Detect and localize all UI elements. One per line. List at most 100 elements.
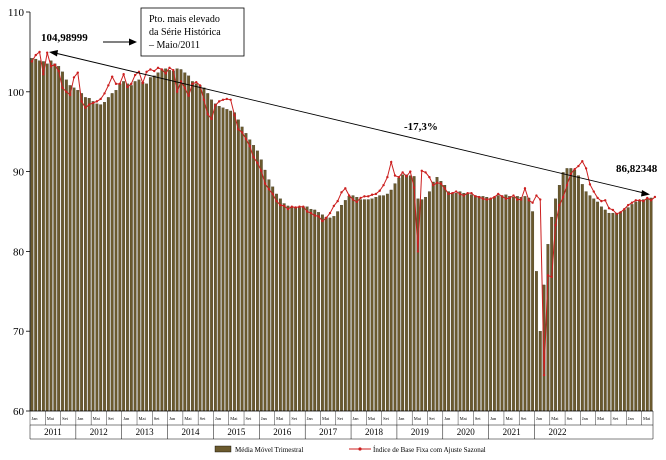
bar bbox=[615, 212, 619, 412]
line-point bbox=[72, 76, 76, 79]
bar bbox=[343, 200, 347, 412]
bar bbox=[515, 196, 519, 412]
month-label: Jan bbox=[490, 416, 497, 421]
line-point bbox=[493, 195, 496, 199]
bar bbox=[485, 197, 489, 412]
bar bbox=[538, 331, 542, 412]
bar bbox=[114, 90, 118, 412]
month-label: Jan bbox=[32, 416, 39, 421]
line-point bbox=[363, 195, 366, 198]
month-label: Mai bbox=[184, 416, 192, 421]
line-point bbox=[416, 250, 420, 253]
last-value-label: 86,82348 bbox=[616, 163, 658, 175]
line-point bbox=[179, 80, 183, 83]
legend-bar-label: Média Móvel Trimestral bbox=[235, 446, 303, 454]
bar bbox=[481, 196, 485, 412]
bar bbox=[439, 181, 443, 412]
line-point bbox=[474, 195, 477, 198]
line-point bbox=[443, 187, 446, 190]
year-label: 2019 bbox=[411, 427, 430, 437]
peak-callout-line-1: Pto. mais elevado bbox=[149, 14, 220, 25]
bar bbox=[492, 197, 496, 412]
line-point bbox=[393, 174, 397, 177]
line-point bbox=[611, 208, 615, 212]
month-label: Set bbox=[200, 416, 207, 421]
line-point bbox=[344, 187, 347, 190]
line-point bbox=[61, 86, 64, 90]
line-point bbox=[298, 205, 301, 208]
bar bbox=[577, 175, 580, 412]
bar bbox=[64, 79, 68, 412]
month-label: Set bbox=[383, 416, 390, 421]
line-point bbox=[214, 104, 217, 107]
bar bbox=[122, 81, 126, 412]
bar bbox=[535, 271, 538, 412]
y-tick-label: 110 bbox=[8, 7, 25, 19]
line-point bbox=[424, 171, 427, 174]
bar bbox=[206, 93, 210, 412]
bar bbox=[385, 193, 389, 412]
bar bbox=[531, 211, 535, 412]
bar bbox=[489, 198, 492, 412]
peak-callout-arrowhead bbox=[129, 38, 137, 46]
month-label: Set bbox=[62, 416, 69, 421]
year-label: 2011 bbox=[44, 427, 62, 437]
line-point bbox=[409, 170, 412, 173]
line-point bbox=[604, 199, 607, 202]
line-point bbox=[477, 195, 481, 199]
line-point bbox=[405, 175, 408, 178]
bar bbox=[408, 175, 412, 412]
line-point bbox=[481, 197, 485, 200]
line-point bbox=[519, 198, 523, 201]
bar bbox=[359, 199, 363, 412]
month-label: Jan bbox=[169, 416, 176, 421]
line-point bbox=[225, 97, 229, 101]
bar bbox=[424, 197, 428, 412]
month-label: Mai bbox=[597, 416, 605, 421]
bar bbox=[320, 214, 324, 412]
line-point bbox=[38, 50, 41, 54]
bar bbox=[622, 209, 626, 412]
bar bbox=[240, 126, 244, 412]
bar bbox=[87, 98, 91, 412]
line-point bbox=[175, 90, 179, 94]
line-point bbox=[49, 65, 53, 68]
line-point bbox=[351, 198, 355, 201]
year-label: 2018 bbox=[365, 427, 384, 437]
bar bbox=[61, 71, 64, 412]
bar bbox=[557, 185, 561, 412]
line-point bbox=[149, 68, 152, 71]
line-point bbox=[30, 60, 34, 63]
y-tick-label: 60 bbox=[13, 406, 25, 418]
month-label: Jan bbox=[77, 416, 84, 421]
bar bbox=[420, 199, 424, 412]
line-point bbox=[233, 113, 236, 117]
bar bbox=[148, 77, 152, 412]
bar bbox=[504, 194, 508, 412]
month-label: Mai bbox=[414, 416, 422, 421]
line-point bbox=[649, 199, 653, 202]
month-label: Jan bbox=[353, 416, 360, 421]
bar bbox=[229, 110, 233, 412]
bar bbox=[405, 174, 408, 412]
line-point bbox=[565, 183, 569, 187]
month-label: Mai bbox=[322, 416, 330, 421]
line-point bbox=[172, 69, 175, 72]
line-point bbox=[290, 205, 294, 208]
bar bbox=[49, 60, 53, 412]
bar bbox=[68, 85, 72, 412]
bar bbox=[80, 93, 84, 412]
trend-arrowhead-end bbox=[641, 190, 650, 197]
bar bbox=[106, 97, 110, 412]
bar bbox=[156, 72, 160, 412]
line-point bbox=[512, 194, 515, 197]
month-label: Jan bbox=[628, 416, 635, 421]
line-point bbox=[260, 169, 263, 173]
bar bbox=[45, 63, 49, 412]
bar bbox=[271, 186, 275, 412]
bar bbox=[401, 174, 405, 412]
bar bbox=[290, 206, 294, 412]
year-label: 2017 bbox=[319, 427, 338, 437]
y-tick-label: 70 bbox=[13, 326, 25, 338]
bar bbox=[179, 69, 183, 412]
